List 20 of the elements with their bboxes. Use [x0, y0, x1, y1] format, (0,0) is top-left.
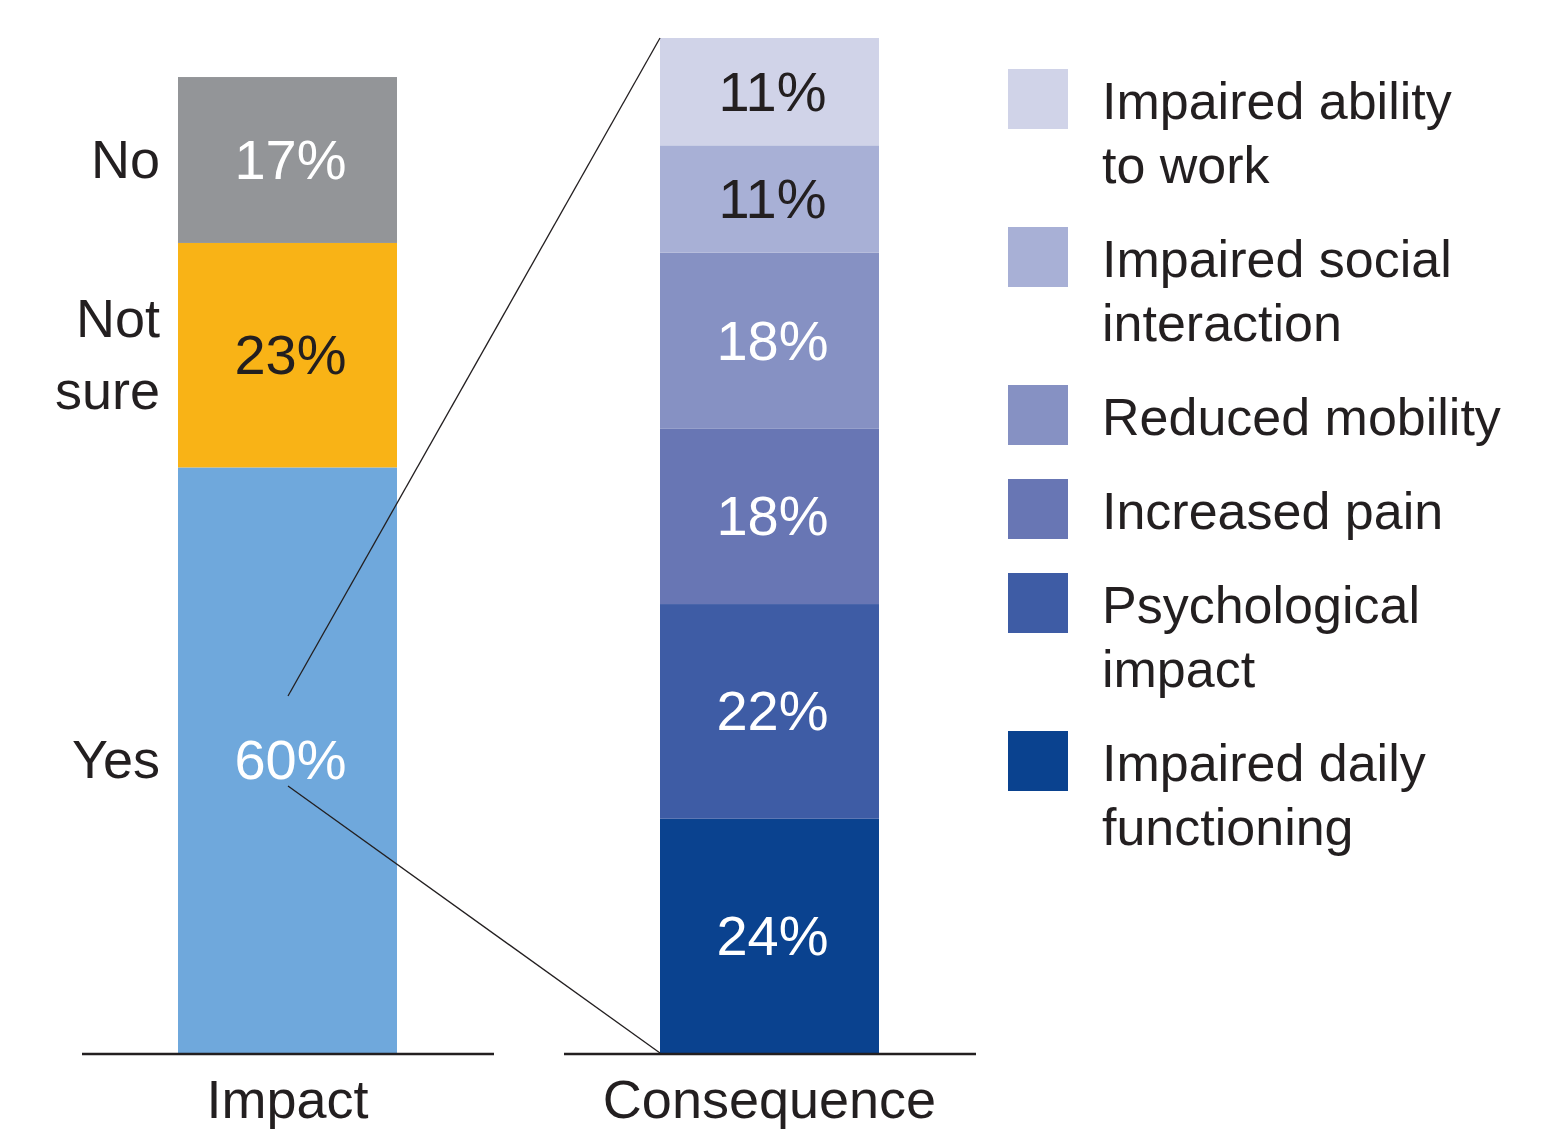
legend-label: Impaired daily functioning: [1102, 734, 1426, 856]
data-label: 60%: [234, 728, 347, 792]
data-label: 22%: [716, 679, 829, 743]
series-label: No: [90, 129, 160, 189]
data-label: 18%: [716, 308, 829, 372]
x-tick-label: Impact: [206, 1069, 369, 1129]
legend-label: Impaired ability to work: [1102, 72, 1452, 194]
data-label: 24%: [716, 903, 829, 967]
data-label: 18%: [716, 484, 829, 548]
data-label: 11%: [718, 167, 827, 231]
legend-label: Increased pain: [1102, 482, 1444, 540]
series-label: Not sure: [54, 288, 160, 421]
data-label: 23%: [234, 323, 347, 387]
legend-label: Reduced mobility: [1102, 388, 1501, 446]
x-tick-label: Consequence: [602, 1069, 937, 1129]
legend-label: Psychological impact: [1102, 576, 1420, 698]
legend-label: Impaired social interaction: [1102, 230, 1452, 352]
data-label: 11%: [718, 59, 827, 123]
series-label: Yes: [71, 729, 160, 790]
data-label: 17%: [234, 128, 347, 191]
